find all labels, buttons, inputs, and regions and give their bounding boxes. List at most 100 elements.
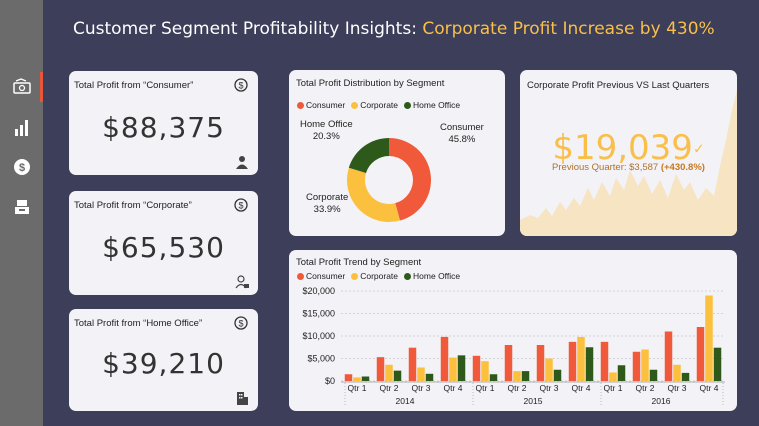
bar-consumer[interactable]: [440, 336, 449, 381]
money-icon: [12, 78, 31, 94]
corporate-last-quarter-value: $19,039✓: [552, 128, 705, 168]
kpi-label: Total Profit from “Corporate”: [74, 200, 192, 211]
legend-home-office: Home Office: [404, 271, 460, 281]
legend-corporate: Corporate: [351, 271, 398, 281]
bar-home-office[interactable]: [585, 347, 594, 381]
trend-bar-chart: $0 $5,000 $10,000 $15,000 $20,000 Qtr 1 Qtr 2 Q…: [302, 286, 725, 407]
slice-consumer[interactable]: [389, 138, 432, 221]
bar-corporate[interactable]: [449, 357, 457, 381]
slice-corporate[interactable]: [347, 167, 400, 223]
year-label: 2015: [524, 396, 543, 406]
bar-consumer[interactable]: [632, 351, 641, 381]
bar-consumer[interactable]: [600, 341, 609, 381]
bar-home-office[interactable]: [617, 365, 626, 381]
trend-legend: Consumer Corporate Home Office: [297, 271, 460, 281]
kpi-value: $65,530: [102, 231, 225, 264]
corporate-card-title: Corporate Profit Previous VS Last Quarte…: [527, 80, 710, 91]
legend-corporate: Corporate: [351, 100, 398, 110]
bar-corporate[interactable]: [417, 367, 425, 382]
x-tick-label: Qtr 1: [476, 383, 495, 393]
bar-corporate[interactable]: [545, 358, 553, 382]
bar-home-office[interactable]: [713, 347, 722, 381]
legend-consumer: Consumer: [297, 100, 345, 110]
bar-home-office[interactable]: [361, 376, 370, 382]
donut-chart: [347, 138, 432, 223]
bar-corporate[interactable]: [385, 364, 393, 381]
svg-text:$: $: [238, 319, 243, 329]
page-title: Customer Segment Profitability Insights:…: [73, 19, 715, 39]
kpi-label: Total Profit from “Home Office”: [74, 318, 203, 329]
person-icon: [236, 156, 248, 169]
x-tick-label: Qtr 3: [412, 383, 431, 393]
kpi-label: Total Profit from “Consumer”: [74, 80, 194, 91]
svg-text:$: $: [238, 81, 243, 91]
dollar-icon: $: [234, 78, 248, 92]
bar-consumer[interactable]: [568, 341, 577, 381]
legend-consumer: Consumer: [297, 271, 345, 281]
svg-text:$: $: [18, 162, 24, 174]
year-label: 2014: [396, 396, 415, 406]
sidebar: $: [0, 0, 43, 426]
y-tick-label: $15,000: [302, 309, 335, 319]
nav-dollar-globe-button[interactable]: $: [0, 150, 43, 184]
y-tick-label: $0: [325, 376, 335, 386]
bar-home-office[interactable]: [681, 372, 690, 381]
bar-home-office[interactable]: [489, 374, 498, 381]
donut-label-home-office: Home Office 20.3%: [300, 119, 353, 142]
donut-label-corporate: Corporate 33.9%: [306, 192, 349, 215]
legend-home-office: Home Office: [404, 100, 460, 110]
x-tick-label: Qtr 1: [604, 383, 623, 393]
x-tick-label: Qtr 2: [636, 383, 655, 393]
bar-consumer[interactable]: [344, 374, 353, 381]
title-main: Customer Segment Profitability Insights:: [73, 19, 423, 39]
bar-consumer[interactable]: [696, 327, 705, 381]
bar-consumer[interactable]: [664, 331, 673, 382]
dollar-globe-icon: $: [13, 159, 30, 175]
person-group-icon: [235, 275, 249, 289]
x-tick-label: Qtr 4: [572, 383, 591, 393]
distribution-title: Total Profit Distribution by Segment: [296, 78, 445, 89]
kpi-card-corporate: Total Profit from “Corporate” $ $65,530: [69, 191, 258, 295]
bar-home-office[interactable]: [553, 369, 562, 381]
kpi-card-consumer: Total Profit from “Consumer” $ $88,375: [69, 71, 258, 175]
slice-home-office[interactable]: [348, 138, 389, 174]
bar-corporate[interactable]: [577, 336, 585, 381]
x-tick-label: Qtr 4: [444, 383, 463, 393]
bar-corporate[interactable]: [481, 361, 489, 381]
bar-corporate[interactable]: [641, 349, 649, 382]
y-tick-label: $20,000: [302, 286, 335, 296]
x-tick-label: Qtr 4: [700, 383, 719, 393]
bar-consumer[interactable]: [408, 347, 417, 381]
bar-home-office[interactable]: [457, 355, 466, 381]
previous-quarter-text: Previous Quarter: $3,587 (+430.8%): [552, 162, 705, 173]
distribution-legend: Consumer Corporate Home Office: [297, 100, 460, 110]
bar-home-office[interactable]: [393, 370, 402, 381]
x-tick-label: Qtr 3: [540, 383, 559, 393]
bar-corporate[interactable]: [673, 364, 681, 381]
nav-register-button[interactable]: [0, 190, 43, 224]
year-label: 2016: [652, 396, 671, 406]
bar-consumer[interactable]: [504, 345, 513, 381]
sparkline-background: [520, 90, 737, 236]
bar-corporate[interactable]: [609, 372, 617, 381]
kpi-value: $88,375: [102, 111, 225, 144]
bar-consumer[interactable]: [536, 345, 545, 381]
bar-corporate[interactable]: [353, 377, 361, 381]
dollar-icon: $: [234, 316, 248, 330]
bar-corporate[interactable]: [705, 295, 713, 382]
bar-chart-icon: [14, 120, 28, 136]
trend-card: Total Profit Trend by Segment Consumer C…: [289, 250, 737, 411]
bar-home-office[interactable]: [649, 369, 658, 381]
kpi-card-home-office: Total Profit from “Home Office” $ $39,21…: [69, 309, 258, 411]
nav-bar-chart-button[interactable]: [0, 110, 43, 144]
bar-home-office[interactable]: [425, 373, 434, 381]
bar-consumer[interactable]: [472, 355, 481, 381]
bar-corporate[interactable]: [513, 371, 521, 381]
y-tick-label: $10,000: [302, 331, 335, 341]
bar-consumer[interactable]: [376, 357, 385, 381]
bar-home-office[interactable]: [521, 371, 530, 381]
register-icon: [14, 200, 29, 214]
svg-text:$: $: [238, 201, 243, 211]
nav-money-button[interactable]: [0, 70, 43, 104]
x-tick-label: Qtr 3: [668, 383, 687, 393]
